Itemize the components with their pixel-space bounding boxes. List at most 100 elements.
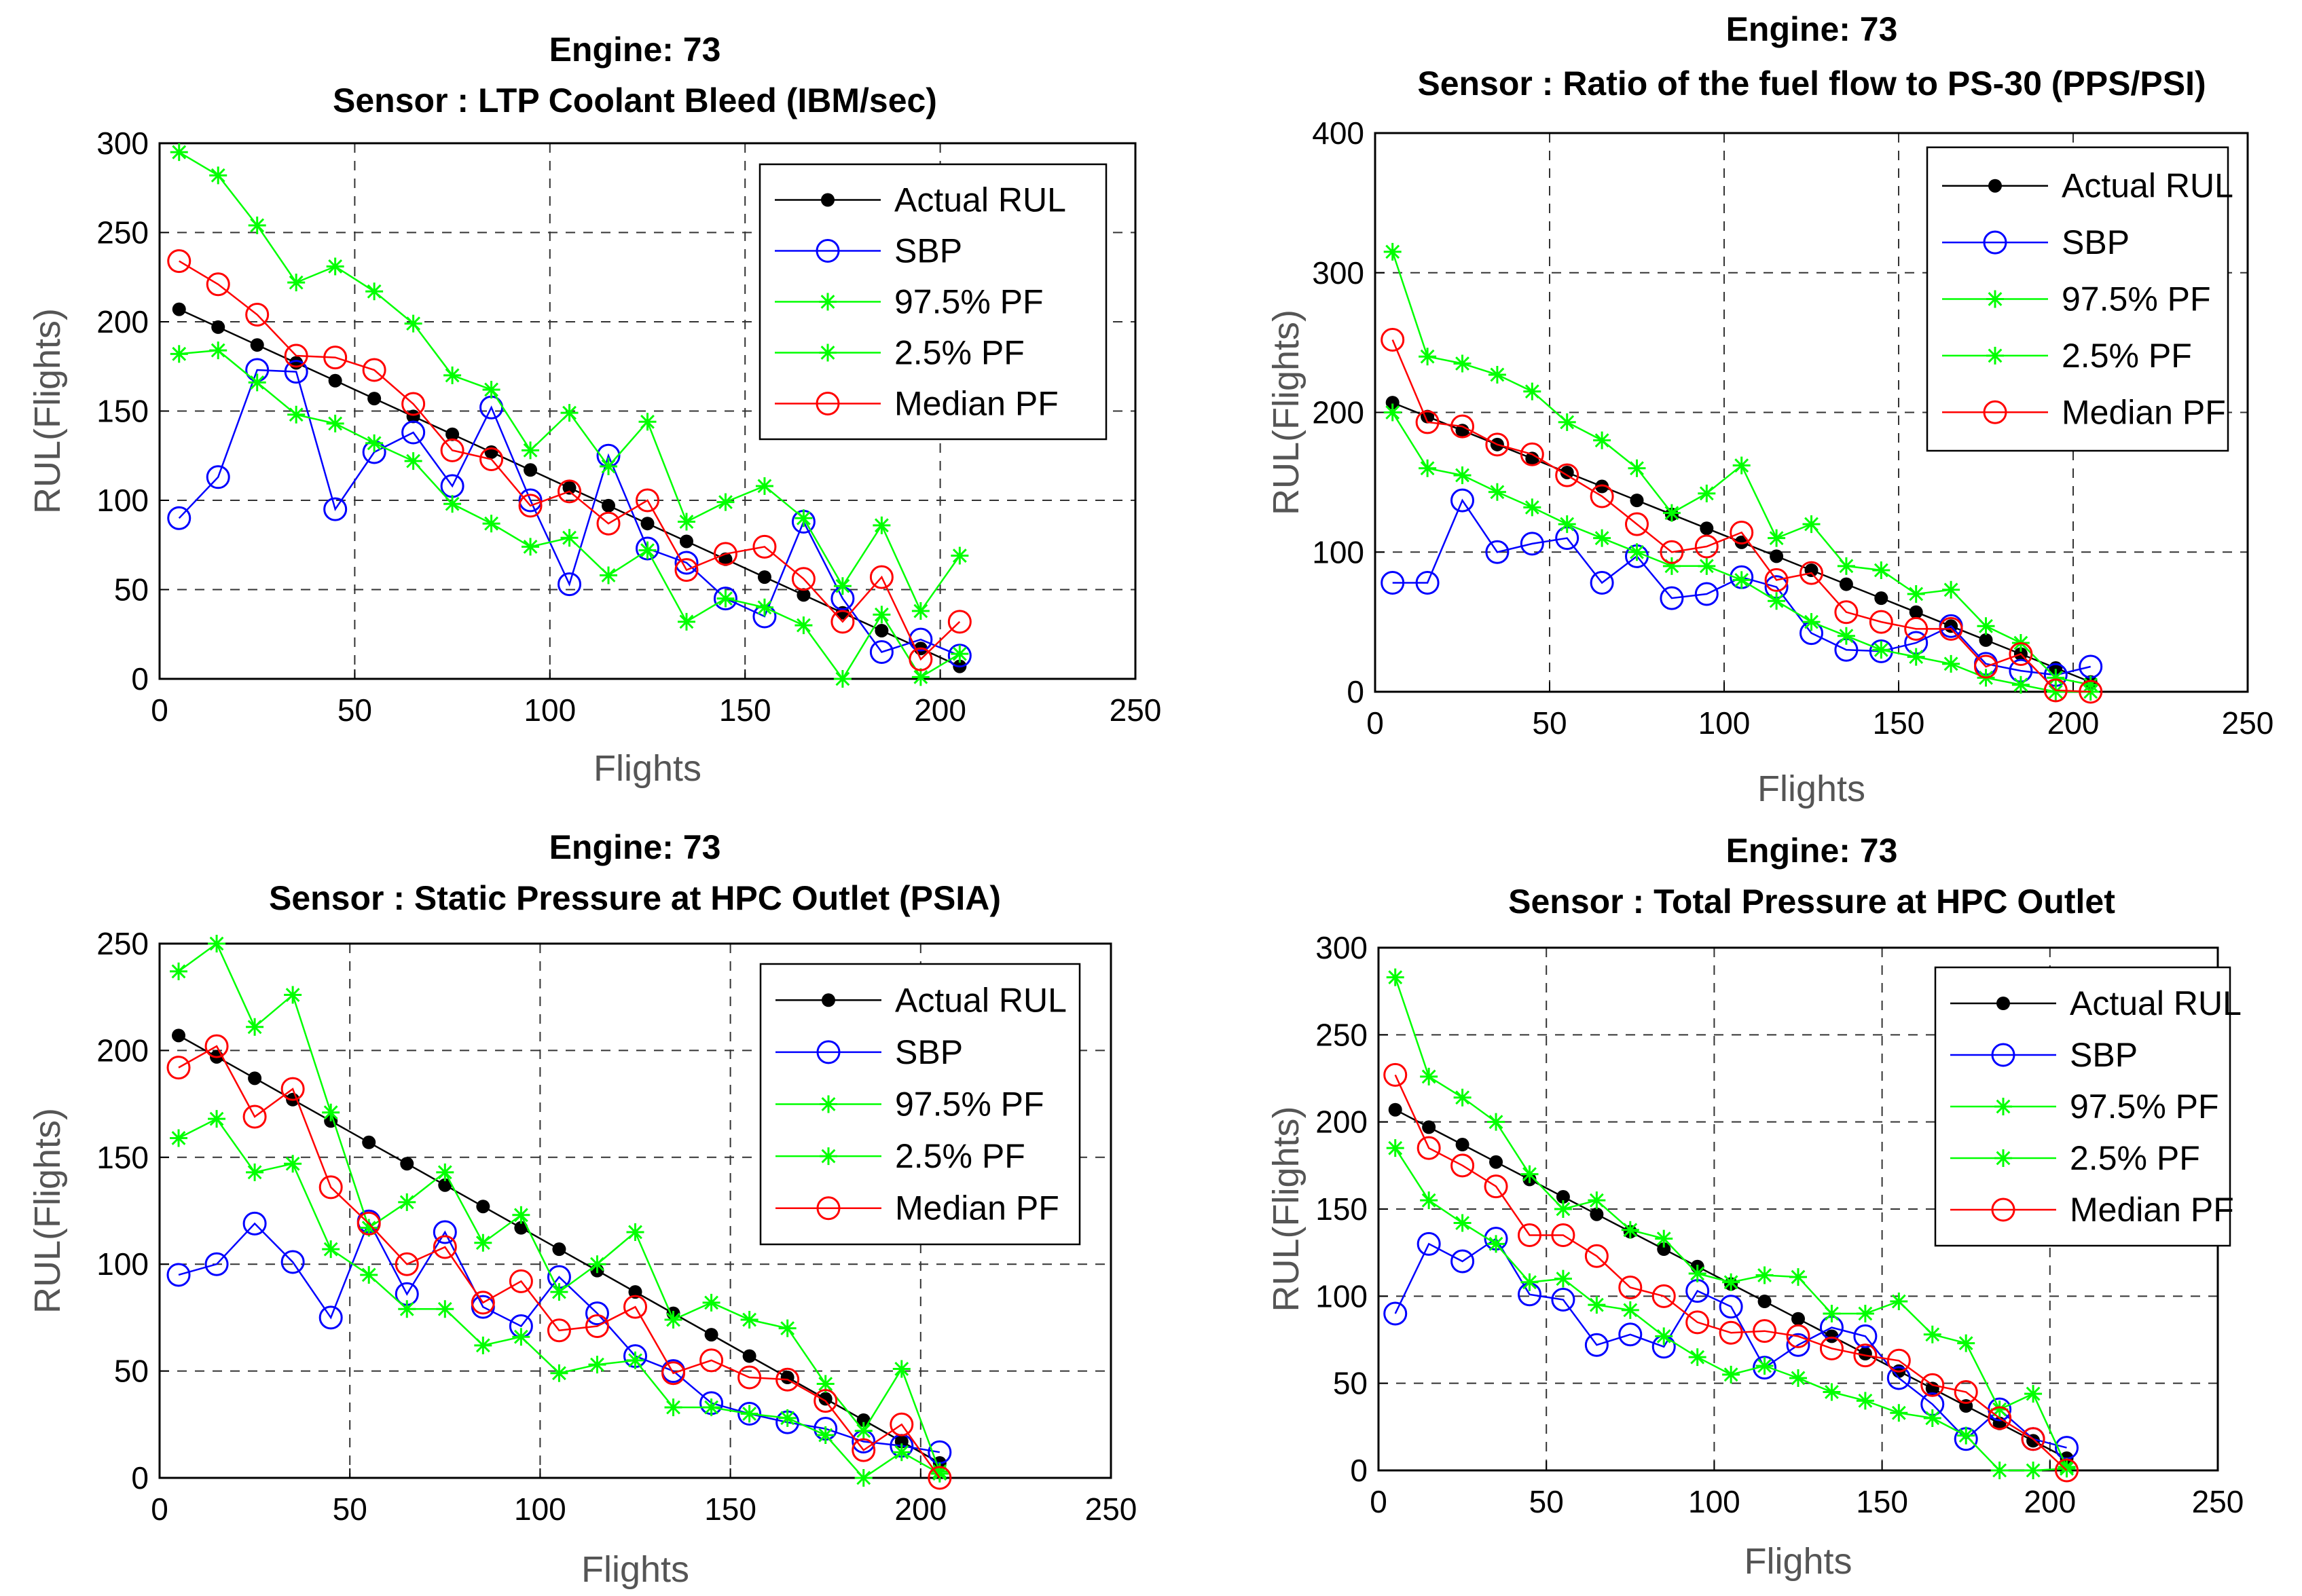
data-point [1556, 1190, 1570, 1204]
data-point [2055, 1458, 2079, 1483]
data-point [2058, 1460, 2076, 1478]
legend-marker [816, 1040, 841, 1064]
data-point [2043, 678, 2068, 703]
data-point [440, 438, 464, 462]
data-point [1383, 1301, 1408, 1326]
data-point [322, 1103, 340, 1121]
data-point [1757, 1295, 1772, 1309]
data-point [588, 1255, 606, 1274]
data-point [1555, 463, 1579, 487]
series-line [178, 1045, 940, 1479]
data-point [1802, 515, 1821, 534]
data-point [1837, 557, 1855, 575]
x-tick-label: 200 [2047, 705, 2100, 741]
data-point [284, 360, 308, 384]
y-axis-label: RUL(Flights) [27, 1108, 68, 1314]
data-point [1383, 403, 1402, 422]
chart-panel-1: Engine: 73 Sensor : LTP Coolant Bleed (IB… [27, 31, 1161, 789]
data-point [1517, 1223, 1541, 1247]
data-point [1786, 1324, 1810, 1348]
data-point [1420, 1191, 1438, 1210]
data-point [208, 1110, 226, 1128]
data-point [1939, 616, 1963, 641]
data-point [1768, 529, 1786, 547]
legend-marker [1991, 1198, 2015, 1222]
legend-marker [816, 392, 840, 415]
legend-label: SBP [2070, 1036, 2138, 1074]
data-point [398, 1193, 416, 1211]
data-point [585, 1314, 609, 1338]
data-point [816, 1375, 835, 1393]
legend-marker [1988, 179, 2002, 193]
data-point [778, 1319, 797, 1337]
x-axis-label: Flights [1757, 768, 1865, 809]
data-point [242, 1211, 267, 1236]
data-point [474, 1336, 492, 1354]
data-point [833, 670, 852, 688]
data-point [791, 567, 816, 591]
data-point [596, 511, 621, 536]
legend-label: Median PF [895, 1189, 1059, 1227]
legend-label: SBP [894, 232, 962, 270]
data-point [362, 358, 386, 382]
data-point [1837, 627, 1855, 645]
data-point [398, 1300, 416, 1318]
data-point [1485, 540, 1510, 564]
data-point [1488, 483, 1506, 501]
data-point [1489, 1155, 1503, 1169]
data-point [318, 1305, 343, 1330]
legend-label: Actual RUL [2062, 167, 2233, 205]
y-tick-label: 200 [96, 1033, 149, 1068]
data-point [928, 1466, 952, 1490]
data-point [674, 551, 699, 575]
data-point [1660, 540, 1684, 564]
data-point [1732, 571, 1751, 589]
chart-panel-4: Engine: 73 Sensor : Total Pressure at HPC… [1266, 832, 2244, 1582]
data-point [947, 610, 972, 634]
data-point [854, 1469, 873, 1487]
data-point [1688, 1348, 1706, 1367]
data-point [1834, 600, 1859, 625]
data-point [911, 668, 930, 686]
data-point [833, 577, 852, 595]
data-point [1719, 1320, 1743, 1345]
data-point [1698, 484, 1716, 502]
data-point [1520, 1273, 1539, 1291]
data-point [1730, 520, 1754, 544]
chart-subtitle: Sensor : Static Pressure at HPC Outlet (… [269, 879, 1001, 917]
data-point [664, 1311, 682, 1329]
data-point [1988, 1406, 2012, 1430]
legend-marker [819, 293, 837, 311]
data-point [1520, 532, 1544, 556]
data-point [1662, 504, 1681, 522]
series-97-5-pf [170, 935, 949, 1481]
y-tick-label: 0 [1350, 1453, 1368, 1488]
data-point [1755, 1357, 1774, 1375]
data-point [814, 1389, 838, 1413]
data-point [1551, 1223, 1575, 1247]
data-point [367, 392, 382, 406]
data-point [1554, 1200, 1572, 1218]
data-point [716, 493, 735, 511]
legend-marker [816, 239, 840, 263]
data-point [1655, 1327, 1673, 1346]
data-point [2021, 1427, 2045, 1451]
x-tick-label: 150 [704, 1491, 756, 1527]
data-point [524, 463, 538, 477]
data-point [170, 1129, 188, 1147]
y-tick-label: 50 [114, 572, 149, 608]
data-point [1558, 515, 1576, 534]
data-point [892, 1360, 911, 1378]
legend-label: Actual RUL [895, 981, 1067, 1019]
data-point [362, 1135, 376, 1149]
data-point [1694, 582, 1719, 606]
data-point [1417, 1231, 1441, 1256]
data-point [318, 1175, 343, 1200]
x-tick-label: 50 [333, 1491, 367, 1527]
data-point [211, 320, 225, 334]
data-point [1628, 459, 1646, 477]
data-point [323, 346, 348, 370]
data-point [816, 1426, 835, 1445]
data-point [248, 1071, 262, 1085]
data-point [560, 529, 579, 547]
